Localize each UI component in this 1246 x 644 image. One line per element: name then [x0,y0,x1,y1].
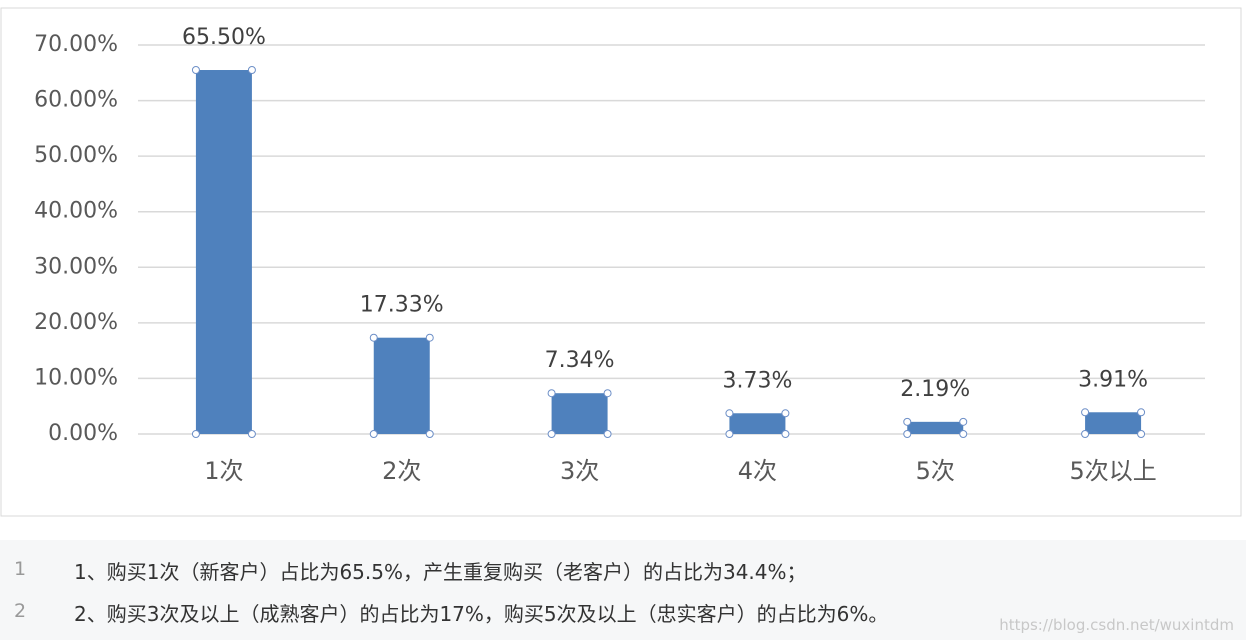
selection-handle [547,430,556,438]
code-block: 1 1、购买1次（新客户）占比为65.5%，产生重复购买（老客户）的占比为34.… [0,540,1246,640]
selection-handle [425,333,434,342]
y-tick-label: 70.00% [34,32,118,57]
selection-handle [603,389,612,398]
x-tick-label: 2次 [382,457,421,485]
selection-handle [369,430,378,438]
line-number: 2 [14,600,27,622]
x-tick-label: 1次 [204,457,243,485]
x-tick-label: 5次 [916,457,955,485]
selection-handle [1081,430,1090,438]
watermark: https://blog.csdn.net/wuxintdm [999,616,1234,634]
bar [551,393,608,434]
y-tick-label: 10.00% [34,365,118,390]
selection-handle [1081,408,1090,417]
selection-handle [247,66,256,75]
chart: 0.00% 10.00% 20.00% 30.00% 40.00% 50.00% 60.00… [0,7,1242,517]
selection-handle [959,430,968,438]
code-line: 2、购买3次及以上（成熟客户）的占比为17%，购买5次及以上（忠实客户）的占比为… [74,602,889,626]
selection-handle [959,417,968,426]
bar [729,413,786,434]
selection-handle [369,333,378,342]
chart-frame [0,7,1242,517]
y-tick-label: 60.00% [34,88,118,113]
selection-handle [191,66,200,75]
x-tick-label: 5次以上 [1069,457,1156,485]
selection-handle [1137,430,1146,438]
selection-handle [781,430,790,438]
bar [1085,412,1142,434]
selection-handle [781,409,790,418]
value-label: 17.33% [360,293,444,318]
selection-handle [903,417,912,426]
selection-handle [603,430,612,438]
y-tick-label: 30.00% [34,254,118,279]
value-label: 65.50% [182,25,266,50]
y-tick-label: 40.00% [34,199,118,224]
selection-handle [903,430,912,438]
value-label: 2.19% [900,377,970,402]
x-tick-label: 3次 [560,457,599,485]
bar [373,337,430,434]
selection-handle [247,430,256,438]
selection-handle [191,430,200,438]
value-label: 3.91% [1078,367,1148,392]
line-number: 1 [14,558,27,580]
y-tick-label: 50.00% [34,143,118,168]
selection-handle [725,409,734,418]
value-label: 7.34% [545,348,615,373]
bar [195,70,252,434]
selection-handle [725,430,734,438]
selection-handle [547,389,556,398]
y-tick-label: 20.00% [34,310,118,335]
selection-handle [1137,408,1146,417]
value-label: 3.73% [722,368,792,393]
selection-handle [425,430,434,438]
x-tick-label: 4次 [738,457,777,485]
bar [907,421,964,434]
y-tick-label: 0.00% [48,421,118,446]
code-line: 1、购买1次（新客户）占比为65.5%，产生重复购买（老客户）的占比为34.4%… [74,560,807,584]
